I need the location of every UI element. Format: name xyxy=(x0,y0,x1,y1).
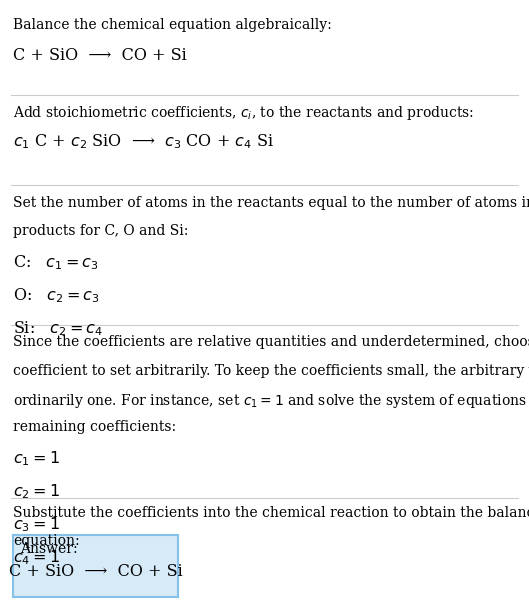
Text: O:   $c_2 = c_3$: O: $c_2 = c_3$ xyxy=(13,286,99,305)
Text: C:   $c_1 = c_3$: C: $c_1 = c_3$ xyxy=(13,253,99,272)
Text: C + SiO  ⟶  CO + Si: C + SiO ⟶ CO + Si xyxy=(13,46,187,63)
Text: Since the coefficients are relative quantities and underdetermined, choose a: Since the coefficients are relative quan… xyxy=(13,335,529,349)
Text: equation:: equation: xyxy=(13,534,80,549)
Text: products for C, O and Si:: products for C, O and Si: xyxy=(13,224,188,239)
Text: remaining coefficients:: remaining coefficients: xyxy=(13,420,176,435)
Text: $c_1$ C + $c_2$ SiO  ⟶  $c_3$ CO + $c_4$ Si: $c_1$ C + $c_2$ SiO ⟶ $c_3$ CO + $c_4$ S… xyxy=(13,133,274,151)
Text: Answer:: Answer: xyxy=(20,543,77,557)
Text: $c_2 = 1$: $c_2 = 1$ xyxy=(13,482,60,500)
Text: coefficient to set arbitrarily. To keep the coefficients small, the arbitrary va: coefficient to set arbitrarily. To keep … xyxy=(13,364,529,377)
Text: Si:   $c_2 = c_4$: Si: $c_2 = c_4$ xyxy=(13,319,103,338)
Text: Add stoichiometric coefficients, $c_i$, to the reactants and products:: Add stoichiometric coefficients, $c_i$, … xyxy=(13,104,474,122)
Text: Set the number of atoms in the reactants equal to the number of atoms in the: Set the number of atoms in the reactants… xyxy=(13,196,529,210)
Text: $c_4 = 1$: $c_4 = 1$ xyxy=(13,548,60,567)
Text: $c_1 = 1$: $c_1 = 1$ xyxy=(13,449,60,468)
Text: Balance the chemical equation algebraically:: Balance the chemical equation algebraica… xyxy=(13,18,332,32)
Text: Substitute the coefficients into the chemical reaction to obtain the balanced: Substitute the coefficients into the che… xyxy=(13,506,529,520)
Text: $c_3 = 1$: $c_3 = 1$ xyxy=(13,515,60,534)
Text: C + SiO  ⟶  CO + Si: C + SiO ⟶ CO + Si xyxy=(8,563,183,579)
Text: ordinarily one. For instance, set $c_1 = 1$ and solve the system of equations fo: ordinarily one. For instance, set $c_1 =… xyxy=(13,392,529,410)
